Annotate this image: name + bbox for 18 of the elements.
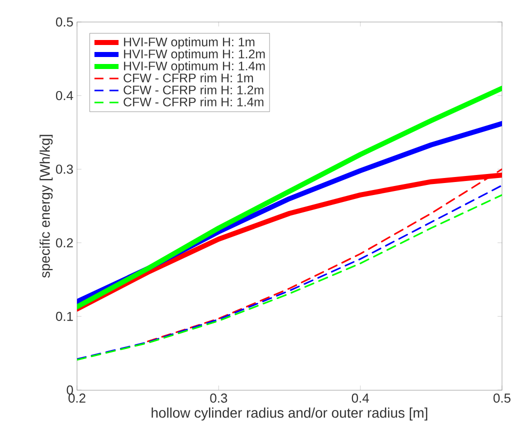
y-tick-label: 0 [66, 385, 73, 395]
y-tick-label: 0.4 [56, 91, 74, 100]
legend-label: CFW - CFRP rim H: 1.2m [124, 85, 264, 94]
x-tick-label: 0.5 [494, 394, 510, 403]
x-tick-label: 0.2 [68, 394, 86, 403]
legend-label: HVI-FW optimum H: 1m [124, 37, 254, 49]
x-axis-title: hollow cylinder radius and/or outer radius [m] [152, 408, 428, 421]
y-tick-label: 0.1 [56, 312, 73, 321]
legend-label: CFW - CFRP rim H: 1m [124, 73, 253, 82]
legend-label: CFW - CFRP rim H: 1.4m [124, 97, 264, 106]
y-axis-title: specific energy [Wh/kg] [40, 134, 53, 278]
y-tick-label: 0.3 [56, 164, 73, 174]
x-tick-label: 0.4 [352, 394, 369, 403]
legend-label: HVI-FW optimum H: 1.4m [124, 61, 265, 73]
x-tick-label: 0.3 [210, 394, 228, 403]
y-tick-label: 0.5 [56, 17, 73, 27]
legend-label: HVI-FW optimum H: 1.2m [124, 49, 265, 61]
y-tick-label: 0.2 [56, 238, 73, 248]
